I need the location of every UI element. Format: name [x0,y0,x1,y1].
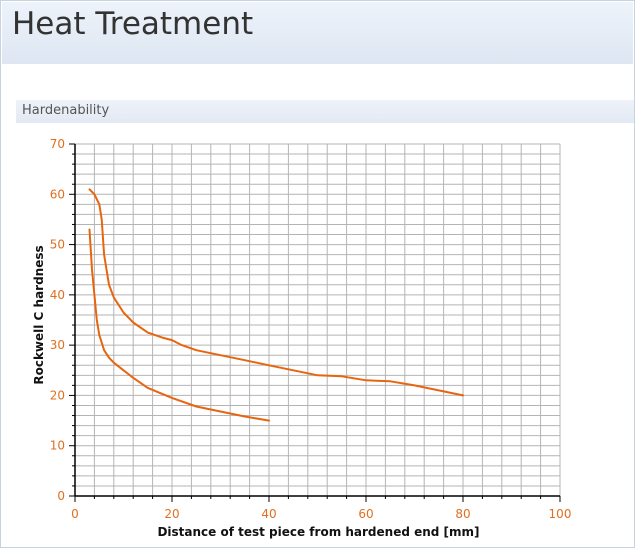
y-tick-label: 40 [50,288,65,302]
x-tick-label: 0 [71,507,79,521]
y-tick-label: 30 [50,338,65,352]
x-tick-label: 20 [164,507,179,521]
plot-background [75,144,560,496]
y-axis-title: Rockwell C hardness [32,245,46,384]
hardness-curve-1 [88,188,464,397]
x-axis-title: Distance of test piece from hardened end… [157,525,479,539]
x-tick-label: 100 [549,507,572,521]
page-header: Heat Treatment [2,2,633,64]
x-tick-label: 80 [455,507,470,521]
y-tick-label: 0 [57,489,65,503]
chart-grid [74,143,561,497]
section-title: Hardenability [22,103,110,118]
x-tick-label: 60 [358,507,373,521]
section-header: Hardenability [16,100,634,123]
chart-series [88,188,464,422]
y-tick-label: 60 [50,187,65,201]
chart-axes [69,143,561,502]
chart-labels: 0 10 20 30 40 50 60 70 0 20 40 60 80 100 Distance of t… [32,137,571,539]
y-tick-label: 70 [50,137,65,151]
y-tick-label: 20 [50,388,65,402]
y-tick-label: 10 [50,439,65,453]
y-tick-label: 50 [50,238,65,252]
page-title: Heat Treatment [12,6,254,42]
hardness-curve-2 [88,228,270,422]
x-tick-label: 40 [261,507,276,521]
